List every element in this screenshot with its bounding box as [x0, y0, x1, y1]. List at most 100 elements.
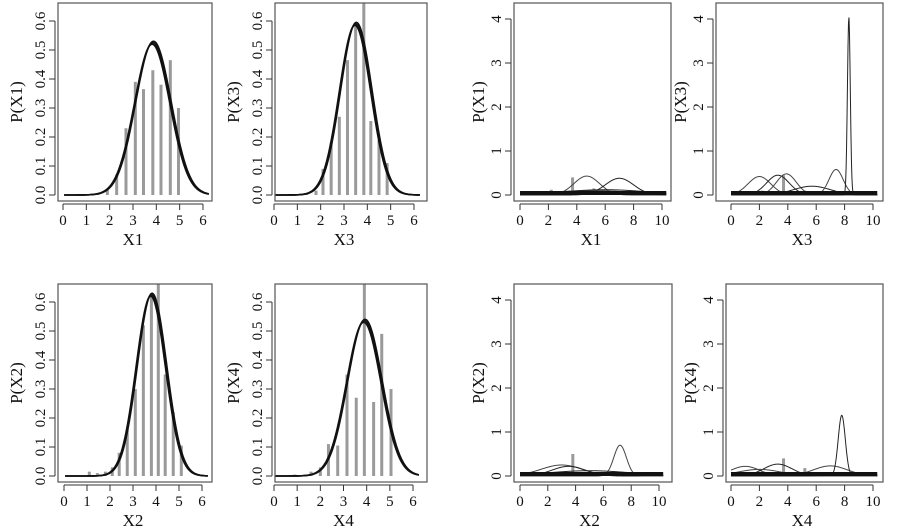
x-tick-label: 0 — [516, 494, 524, 510]
plot-area — [65, 284, 208, 477]
y-tick-label: 3 — [489, 59, 505, 67]
panel-top-left: 0 1 2 3 4 5 6 X1 0.0 0.1 0.2 0.3 0.4 0.5 0.6 P(X1) — [7, 2, 213, 249]
plot-area — [275, 3, 420, 196]
x-tick-label: 0 — [270, 494, 278, 510]
x-tick-label: 1 — [83, 494, 91, 510]
y-tick-label: 0.1 — [33, 438, 49, 457]
density-curve — [731, 414, 878, 477]
x-axis-label: X2 — [579, 511, 600, 530]
x-tick-label: 0 — [270, 213, 278, 229]
y-tick-label: 0 — [691, 191, 707, 199]
y-tick-label: 4 — [691, 15, 707, 23]
y-tick-label: 4 — [701, 296, 717, 304]
x-tick-label: 8 — [841, 494, 849, 510]
panel-top-right: 0 2 4 6 8 10 X3 0 1 2 3 4 P(X3) — [671, 2, 884, 249]
y-tick-label: 0.5 — [250, 41, 266, 60]
y-tick-label: 0.3 — [250, 380, 266, 399]
y-axis-label: P(X2) — [7, 362, 26, 404]
y-axis-label: P(X1) — [469, 81, 488, 123]
plot-frame — [274, 2, 428, 202]
density-curve — [520, 444, 664, 477]
x-tick-label: 2 — [545, 213, 553, 229]
x-tick-label: 3 — [129, 213, 137, 229]
x-tick-label: 3 — [340, 494, 348, 510]
x-tick-label: 5 — [175, 494, 183, 510]
y-tick-label: 0 — [489, 472, 505, 480]
plot-area — [730, 414, 878, 477]
density-curve — [275, 24, 420, 196]
y-tick-label: 0.4 — [250, 69, 266, 88]
x-tick-label: 2 — [106, 494, 114, 510]
x-tick-label: 2 — [756, 494, 764, 510]
y-tick-label: 2 — [701, 384, 717, 392]
y-tick-label: 0.2 — [33, 128, 49, 147]
x-tick-label: 2 — [544, 494, 552, 510]
y-tick-label: 0.0 — [33, 186, 49, 205]
x-tick-label: 6 — [812, 213, 820, 229]
x-axis-label: X3 — [792, 230, 813, 249]
density-curve — [64, 43, 209, 196]
panel-bottom-left: 0 1 2 3 4 5 6 X2 0.0 0.1 0.2 0.3 0.4 0.5 0.6 P(X2) — [7, 283, 213, 530]
y-axis-label: P(X4) — [681, 362, 700, 404]
x-tick-label: 0 — [516, 213, 524, 229]
y-tick-label: 0.6 — [250, 292, 266, 311]
y-tick-label: 3 — [489, 340, 505, 348]
x-tick-label: 6 — [410, 213, 418, 229]
y-tick-label: 0.0 — [250, 467, 266, 486]
x-tick-label: 8 — [627, 494, 635, 510]
y-axis-label: P(X3) — [224, 81, 243, 123]
x-tick-label: 0 — [727, 494, 735, 510]
y-tick-label: 1 — [691, 147, 707, 155]
x-tick-label: 0 — [59, 213, 67, 229]
y-axis-label: P(X4) — [224, 362, 243, 404]
x-tick-label: 6 — [199, 213, 207, 229]
plot-frame — [715, 2, 884, 202]
x-tick-label: 2 — [317, 213, 325, 229]
y-tick-label: 0.3 — [33, 380, 49, 399]
y-tick-label: 0.6 — [33, 292, 49, 311]
panel-bottom-second: 0 1 2 3 4 5 6 X4 0.0 0.1 0.2 0.3 0.4 0.5 0.6 P(X4) — [224, 283, 428, 530]
y-tick-label: 0.3 — [250, 99, 266, 118]
x-axis-label: X3 — [334, 230, 355, 249]
plot-frame — [513, 2, 672, 202]
plot-area — [730, 17, 878, 196]
y-tick-label: 0.6 — [250, 11, 266, 30]
panel-bottom-right: 0 2 4 6 8 10 X4 0 1 2 3 4 P(X4) — [681, 283, 884, 530]
y-tick-label: 0.4 — [33, 350, 49, 369]
plot-frame — [57, 283, 213, 483]
x-tick-label: 2 — [317, 494, 325, 510]
plot-frame — [513, 283, 673, 483]
y-tick-label: 0 — [489, 191, 505, 199]
y-tick-label: 0.5 — [33, 41, 49, 60]
density-curve — [731, 17, 878, 196]
x-axis-label: X4 — [333, 511, 354, 530]
panel-bottom-third: 0 2 4 6 8 10 X2 0 1 2 3 4 P(X2) — [469, 283, 673, 530]
x-tick-label: 6 — [600, 494, 608, 510]
y-tick-label: 0.1 — [33, 157, 49, 176]
x-tick-label: 10 — [866, 494, 881, 510]
y-tick-label: 0.5 — [33, 322, 49, 341]
x-tick-label: 4 — [784, 213, 792, 229]
x-tick-label: 4 — [363, 494, 371, 510]
x-tick-label: 0 — [727, 213, 735, 229]
y-tick-label: 3 — [701, 340, 717, 348]
x-tick-label: 1 — [83, 213, 91, 229]
y-tick-label: 1 — [701, 428, 717, 436]
x-tick-label: 2 — [756, 213, 764, 229]
x-tick-label: 1 — [294, 213, 302, 229]
y-tick-label: 4 — [489, 15, 505, 23]
y-tick-label: 4 — [489, 296, 505, 304]
x-tick-label: 6 — [601, 213, 609, 229]
y-tick-label: 1 — [489, 428, 505, 436]
x-axis-label: X4 — [792, 511, 813, 530]
y-axis-label: P(X2) — [469, 362, 488, 404]
x-tick-label: 2 — [106, 213, 114, 229]
x-tick-label: 10 — [866, 213, 881, 229]
x-tick-label: 10 — [652, 494, 667, 510]
y-tick-label: 3 — [691, 59, 707, 67]
x-tick-label: 4 — [153, 213, 161, 229]
y-tick-label: 0.0 — [250, 186, 266, 205]
x-axis-label: X1 — [123, 230, 144, 249]
y-tick-label: 0.2 — [250, 128, 266, 147]
x-tick-label: 6 — [409, 494, 417, 510]
